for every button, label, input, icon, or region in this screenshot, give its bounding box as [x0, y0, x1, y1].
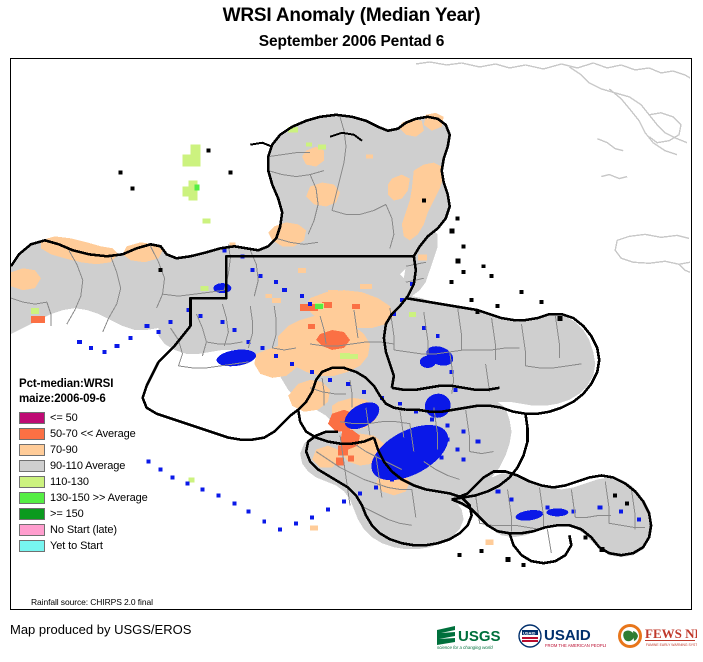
usgs-logo: USGS science for a changing world [437, 626, 501, 650]
legend-swatch [19, 508, 45, 520]
legend-rows: <= 50 50-70 << Average 70-90 90-110 Average… [19, 410, 199, 554]
water-bodies [76, 248, 642, 532]
fewsnet-logo: FEWS NET FAMINE EARLY WARNING SYSTEMS NE… [618, 624, 697, 648]
page-subtitle: September 2006 Pentad 6 [258, 33, 445, 50]
legend-row: No Start (late) [19, 522, 199, 538]
legend-swatch [19, 412, 45, 424]
legend-label: >= 150 [50, 508, 84, 520]
national-borders [11, 113, 653, 565]
legend-label: 50-70 << Average [50, 428, 136, 440]
svg-text:FEWS NET: FEWS NET [645, 626, 697, 641]
svg-text:FAMINE EARLY WARNING SYSTEMS N: FAMINE EARLY WARNING SYSTEMS NETWORK [646, 643, 697, 647]
title-block: WRSI Anomaly (Median Year) September 200… [0, 0, 703, 50]
logo-strip: USGS science for a changing world USAID … [435, 620, 697, 654]
legend-title-line2: maize:2006-09-6 [19, 393, 106, 405]
map-legend: Pct-median:WRSI maize:2006-09-6 <= 50 50-… [19, 377, 199, 554]
legend-swatch [19, 460, 45, 472]
legend-row: >= 150 [19, 506, 199, 522]
svg-text:FROM THE AMERICAN PEOPLE: FROM THE AMERICAN PEOPLE [545, 643, 606, 648]
legend-row: 90-110 Average [19, 458, 199, 474]
legend-row: 130-150 >> Average [19, 490, 199, 506]
map-frame[interactable]: Pct-median:WRSI maize:2006-09-6 <= 50 50-… [10, 58, 692, 610]
landmass-guatemala-honduras [158, 274, 596, 418]
legend-row: 50-70 << Average [19, 426, 199, 442]
legend-row: 70-90 [19, 442, 199, 458]
legend-swatch [19, 476, 45, 488]
svg-text:USAID: USAID [544, 627, 591, 644]
legend-swatch [19, 524, 45, 536]
coastal-cays [118, 148, 630, 568]
legend-label: 130-150 >> Average [50, 492, 148, 504]
legend-label: 90-110 Average [50, 460, 126, 472]
legend-label: Yet to Start [50, 540, 103, 552]
usaid-logo: USAID USAID FROM THE AMERICAN PEOPLE [518, 624, 606, 648]
legend-row: <= 50 [19, 410, 199, 426]
offmap-island-outlines [415, 61, 691, 273]
landmass-panama [445, 473, 652, 558]
map-canvas[interactable] [11, 59, 691, 609]
legend-row: Yet to Start [19, 538, 199, 554]
legend-label: 70-90 [50, 444, 78, 456]
legend-swatch [19, 540, 45, 552]
svg-text:USGS: USGS [458, 628, 501, 645]
legend-title-line1: Pct-median:WRSI [19, 378, 114, 390]
rainfall-source-note: Rainfall source: CHIRPS 2.0 final [31, 597, 153, 607]
map-credit: Map produced by USGS/EROS [10, 622, 192, 637]
legend-row: 110-130 [19, 474, 199, 490]
legend-swatch [19, 428, 45, 440]
anomaly-patch-130-150 [194, 184, 324, 310]
svg-text:USAID: USAID [523, 631, 536, 636]
legend-swatch [19, 492, 45, 504]
page-title: WRSI Anomaly (Median Year) [222, 5, 481, 26]
legend-label: 110-130 [50, 476, 89, 488]
legend-label: <= 50 [50, 412, 78, 424]
legend-label: No Start (late) [50, 524, 117, 536]
landmass-mexico [11, 114, 450, 334]
svg-text:science for a changing world: science for a changing world [437, 645, 493, 650]
legend-swatch [19, 444, 45, 456]
